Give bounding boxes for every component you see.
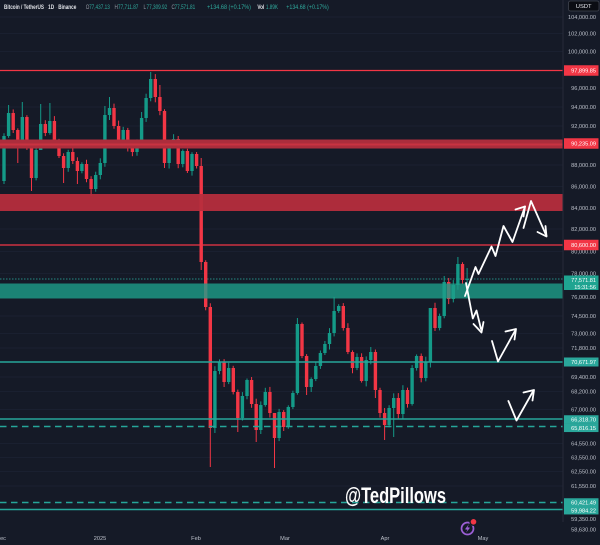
svg-text:71,800.00: 71,800.00 xyxy=(571,346,596,352)
svg-text:73,000.00: 73,000.00 xyxy=(571,332,596,338)
svg-text:USDT: USDT xyxy=(576,4,592,10)
svg-text:64,550.00: 64,550.00 xyxy=(571,442,596,448)
svg-text:May: May xyxy=(478,536,489,542)
svg-text:90,235.09: 90,235.09 xyxy=(571,142,596,148)
svg-text:82,000.00: 82,000.00 xyxy=(571,227,596,233)
svg-text:100,000.00: 100,000.00 xyxy=(568,50,596,56)
svg-text:Bitcoin / TetherUS · 1D · Bina: Bitcoin / TetherUS · 1D · Binance O77,437… xyxy=(4,4,329,11)
svg-text:61,550.00: 61,550.00 xyxy=(571,484,596,490)
svg-text:80,600.00: 80,600.00 xyxy=(571,243,596,249)
svg-text:68,200.00: 68,200.00 xyxy=(571,390,596,396)
svg-text:62,550.00: 62,550.00 xyxy=(571,470,596,476)
svg-text:Mar: Mar xyxy=(280,536,290,542)
svg-text:78,000.00: 78,000.00 xyxy=(571,272,596,278)
svg-text:88,000.00: 88,000.00 xyxy=(571,163,596,169)
svg-text:92,000.00: 92,000.00 xyxy=(571,124,596,130)
svg-text:Dec: Dec xyxy=(0,536,6,542)
svg-text:65,816.15: 65,816.15 xyxy=(571,426,596,432)
svg-text:86,000.00: 86,000.00 xyxy=(571,185,596,191)
svg-text:15:31:56: 15:31:56 xyxy=(574,285,596,291)
svg-text:104,000.00: 104,000.00 xyxy=(568,15,596,21)
svg-text:58,630.00: 58,630.00 xyxy=(571,528,596,534)
svg-text:102,000.00: 102,000.00 xyxy=(568,32,596,38)
svg-text:Feb: Feb xyxy=(191,536,201,542)
svg-text:Apr: Apr xyxy=(381,536,390,542)
svg-text:80,000.00: 80,000.00 xyxy=(571,250,596,256)
svg-text:77,571.81: 77,571.81 xyxy=(571,278,596,284)
svg-text:59,984.22: 59,984.22 xyxy=(571,508,596,514)
svg-text:76,000.00: 76,000.00 xyxy=(571,295,596,301)
svg-text:60,421.49: 60,421.49 xyxy=(571,501,596,507)
svg-text:74,500.00: 74,500.00 xyxy=(571,314,596,320)
svg-text:66,318.70: 66,318.70 xyxy=(571,418,596,424)
svg-text:84,000.00: 84,000.00 xyxy=(571,206,596,212)
svg-text:69,400.00: 69,400.00 xyxy=(571,375,596,381)
svg-text:94,000.00: 94,000.00 xyxy=(571,105,596,111)
svg-text:@TedPillows: @TedPillows xyxy=(345,483,446,508)
svg-text:97,899.85: 97,899.85 xyxy=(571,69,596,75)
svg-text:59,350.00: 59,350.00 xyxy=(571,517,596,523)
svg-text:63,550.00: 63,550.00 xyxy=(571,456,596,462)
svg-text:70,671.97: 70,671.97 xyxy=(571,360,596,366)
svg-text:96,000.00: 96,000.00 xyxy=(571,86,596,92)
svg-text:2025: 2025 xyxy=(94,536,106,542)
svg-text:67,000.00: 67,000.00 xyxy=(571,408,596,414)
